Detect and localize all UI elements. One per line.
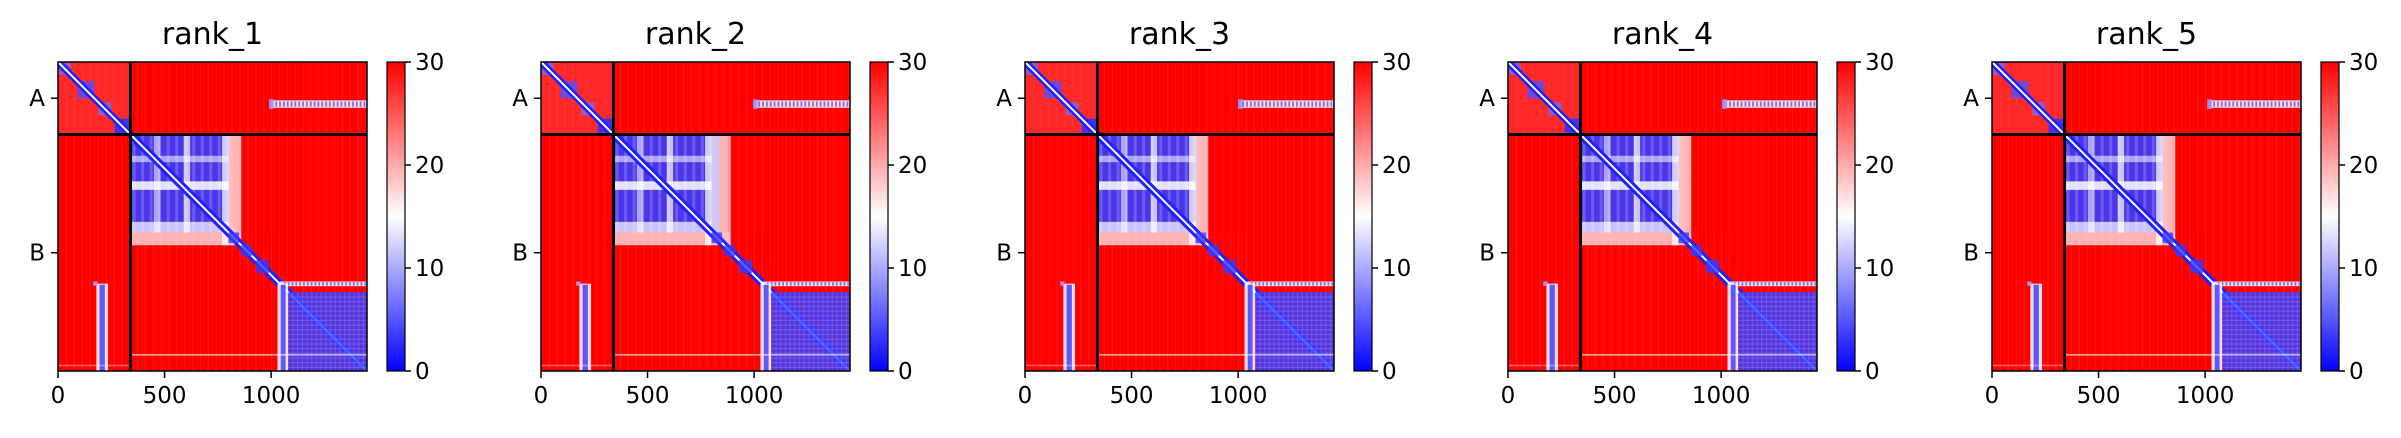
x-tick-label: 1000	[1209, 383, 1268, 409]
panel-1: rank_1 0 500 1000 A B 0 10 20 30	[29, 17, 444, 409]
colorbar-tick-label: 10	[1382, 256, 1411, 282]
chain-label-B: B	[1963, 241, 1979, 267]
colorbar-tick-label: 10	[898, 256, 927, 282]
colorbar-tick-label: 20	[898, 153, 927, 179]
x-tick-label: 1000	[242, 383, 301, 409]
x-tick-label: 1000	[2176, 383, 2235, 409]
colorbar	[870, 62, 888, 371]
x-tick-label: 500	[2077, 383, 2121, 409]
chain-label-B: B	[29, 241, 45, 267]
colorbar-tick-label: 10	[1865, 256, 1894, 282]
chain-label-A: A	[996, 86, 1012, 112]
heatmap-4	[1508, 62, 1817, 371]
axes-frame	[1991, 61, 2302, 372]
colorbar-tick-label: 10	[2349, 256, 2378, 282]
x-tick-label: 0	[534, 383, 549, 409]
x-tick-label: 1000	[725, 383, 784, 409]
colorbar-tick-label: 20	[415, 153, 444, 179]
x-tick-label: 500	[626, 383, 670, 409]
panel-title: rank_3	[1129, 17, 1230, 52]
panel-title: rank_4	[1612, 17, 1713, 52]
colorbar-tick-label: 0	[898, 359, 913, 385]
panel-3: rank_3 0 500 1000 A B 0 10 20 30	[996, 17, 1411, 409]
colorbar-tick-label: 30	[1865, 50, 1894, 76]
axes-frame	[1024, 61, 1335, 372]
colorbar-tick-label: 0	[1382, 359, 1397, 385]
colorbar-tick-label: 20	[2349, 153, 2378, 179]
colorbar-tick-label: 0	[1865, 359, 1880, 385]
colorbar-tick-label: 10	[415, 256, 444, 282]
colorbar	[2321, 62, 2339, 371]
chain-label-B: B	[996, 241, 1012, 267]
axes-frame	[1507, 61, 1818, 372]
colorbar-tick-label: 30	[1382, 50, 1411, 76]
axes-frame	[540, 61, 851, 372]
chain-label-B: B	[1479, 241, 1495, 267]
colorbar-tick-label: 0	[415, 359, 430, 385]
colorbar-tick-label: 30	[898, 50, 927, 76]
colorbar-tick-label: 30	[2349, 50, 2378, 76]
panel-5: rank_5 0 500 1000 A B 0 10 20 30	[1963, 17, 2378, 409]
x-tick-label: 0	[1501, 383, 1516, 409]
colorbar-tick-label: 0	[2349, 359, 2364, 385]
x-tick-label: 500	[1593, 383, 1637, 409]
chain-label-A: A	[1963, 86, 1979, 112]
x-tick-label: 0	[1985, 383, 2000, 409]
panel-4: rank_4 0 500 1000 A B 0 10 20 30	[1479, 17, 1894, 409]
colorbar-tick-label: 20	[1865, 153, 1894, 179]
chain-label-B: B	[512, 241, 528, 267]
chain-label-A: A	[1479, 86, 1495, 112]
heatmap-1	[58, 62, 367, 371]
chain-label-A: A	[512, 86, 528, 112]
x-tick-label: 500	[143, 383, 187, 409]
colorbar-tick-label: 30	[415, 50, 444, 76]
panel-2: rank_2 0 500 1000 A B 0 10 20 30	[512, 17, 927, 409]
x-tick-label: 1000	[1692, 383, 1751, 409]
chain-label-A: A	[29, 86, 45, 112]
heatmap-3	[1025, 62, 1334, 371]
heatmap-5	[1992, 62, 2301, 371]
x-tick-label: 0	[1018, 383, 1033, 409]
heatmap-2	[541, 62, 850, 371]
panel-title: rank_2	[645, 17, 746, 52]
axes-frame	[57, 61, 368, 372]
panel-title: rank_5	[2096, 17, 2197, 52]
x-tick-label: 0	[51, 383, 66, 409]
panel-title: rank_1	[162, 17, 263, 52]
colorbar-tick-label: 20	[1382, 153, 1411, 179]
colorbar	[387, 62, 405, 371]
x-tick-label: 500	[1110, 383, 1154, 409]
colorbar	[1354, 62, 1372, 371]
colorbar	[1837, 62, 1855, 371]
